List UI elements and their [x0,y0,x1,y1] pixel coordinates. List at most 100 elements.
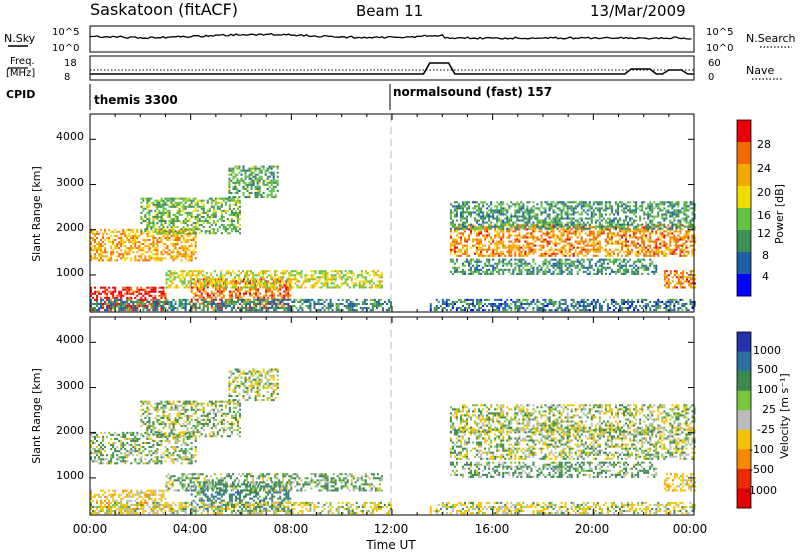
power-cell [178,201,181,204]
power-cell [146,199,149,202]
power-cell [146,205,149,208]
power-cell [520,224,523,227]
power-cell [572,264,575,267]
power-cell [560,221,563,224]
power-cell [136,298,139,301]
power-cell [208,215,211,218]
power-cell [122,294,125,297]
power-cell [574,260,577,263]
power-cell [112,290,115,293]
power-cell [510,225,513,228]
power-cell [459,270,462,273]
power-cell [232,226,235,229]
power-cell [550,201,553,204]
power-cell [659,250,662,253]
power-cell [90,300,93,303]
power-cell [520,219,523,222]
power-cell [264,171,267,174]
power-cell [212,228,215,231]
power-cell [136,309,139,312]
power-cell [468,205,471,208]
power-cell [580,252,583,255]
power-cell [616,270,620,273]
power-cell [238,282,241,285]
power-cell [641,272,644,275]
power-cell [332,274,335,277]
power-cell [669,244,672,247]
power-cell [190,286,193,289]
power-cell [574,248,577,251]
power-cell [299,300,302,303]
power-cell [260,282,263,285]
power-cell [202,296,205,299]
power-cell [174,203,177,206]
power-cell [518,264,521,267]
power-cell [264,270,267,273]
power-cell [572,201,575,204]
power-cell [556,262,559,265]
power-cell [132,290,135,293]
power-cell [693,240,696,243]
power-cell [582,221,585,224]
power-cell [150,294,153,297]
power-cell [288,280,291,283]
power-cell [540,224,543,227]
power-cell [647,266,650,269]
power-cell [267,298,270,301]
power-cell [623,268,626,271]
power-cell [154,215,157,218]
power-cell [250,191,253,195]
power-cell [566,242,569,245]
power-cell [552,266,555,269]
power-cell [114,307,117,310]
power-cell [504,268,507,271]
power-cell [307,300,310,303]
power-cell [194,201,197,204]
power-cell [238,307,241,310]
power-cell [546,213,549,216]
power-cell [258,272,261,275]
power-cell [544,232,547,235]
power-cell [210,215,213,218]
power-cell [259,298,262,301]
power-cell [200,309,203,312]
power-cell [625,246,628,249]
power-cell [522,207,525,210]
power-cell [478,215,481,218]
power-cell [230,228,233,231]
power-cell [588,248,591,251]
power-cell [459,227,462,230]
power-cell [98,253,101,256]
power-cell [104,286,107,289]
power-cell [215,284,218,287]
power-cell [130,259,133,262]
power-cell [516,203,519,206]
power-cell [146,224,149,227]
power-cell [584,223,587,226]
power-cell [470,246,473,249]
power-cell [178,232,181,235]
power-cell [136,259,139,262]
power-cell [635,246,638,249]
power-cell [562,254,565,257]
power-cell [514,262,517,265]
power-cell [140,247,143,250]
power-cell [614,242,617,245]
power-cell [164,298,167,301]
power-cell [558,209,561,212]
power-cell [294,278,297,281]
power-cell [100,238,103,242]
power-cell [536,207,539,210]
power-cell [110,247,113,250]
power-cell [625,264,628,267]
power-cell [619,250,622,253]
power-cell [220,306,223,309]
power-cell [266,181,269,184]
power-cell [332,286,335,289]
power-cell [344,278,347,281]
power-cell [598,230,601,233]
power-cell [572,223,575,226]
power-cell [504,223,507,226]
power-cell [518,252,521,255]
power-cell [568,213,571,216]
